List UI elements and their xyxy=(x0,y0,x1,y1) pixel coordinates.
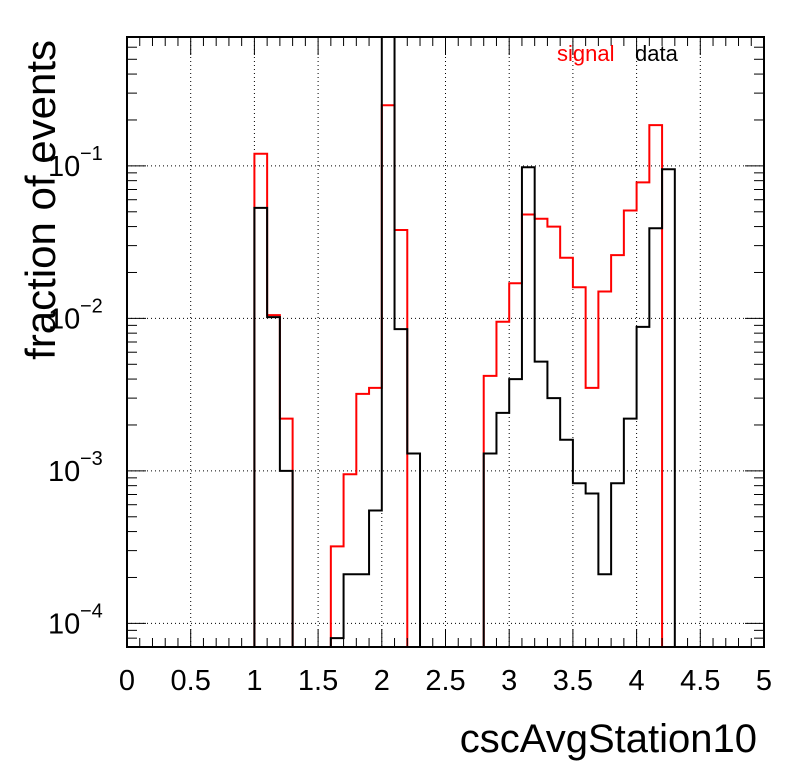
x-tick-label: 2 xyxy=(374,665,390,697)
y-tick-label-exponent: −4 xyxy=(80,600,103,622)
legend-entry-signal: signal xyxy=(557,41,614,66)
x-tick-labels: 0 0.5 1 1.5 2 2.5 3 3.5 4 4.5 5 xyxy=(119,665,772,697)
x-tick-label: 2.5 xyxy=(425,665,465,697)
y-tick-label: 10 −3 xyxy=(48,448,103,488)
x-tick-label: 0.5 xyxy=(171,665,211,697)
y-tick-label-base: 10 xyxy=(48,456,80,488)
x-tick-label: 4.5 xyxy=(680,665,720,697)
y-tick-label-base: 10 xyxy=(48,303,80,335)
x-tick-label: 3.5 xyxy=(553,665,593,697)
x-tick-label: 0 xyxy=(119,665,135,697)
y-axis-title: fraction of events xyxy=(17,40,64,360)
y-tick-label-exponent: −3 xyxy=(80,448,103,470)
x-tick-label: 3 xyxy=(501,665,517,697)
y-tick-labels: 10−410−310−210−1 xyxy=(48,143,103,640)
legend: signal data xyxy=(557,41,679,66)
x-tick-label: 5 xyxy=(756,665,772,697)
y-tick-label: 10 −4 xyxy=(48,600,103,640)
x-axis-title: cscAvgStation10 xyxy=(460,717,757,761)
x-tick-label: 1 xyxy=(246,665,262,697)
legend-entry-data: data xyxy=(635,41,679,66)
y-tick-label-exponent: −2 xyxy=(80,295,103,317)
axis-ticks xyxy=(126,37,765,648)
y-tick-label-base: 10 xyxy=(48,151,80,183)
x-tick-label: 4 xyxy=(629,665,645,697)
y-tick-label-exponent: −1 xyxy=(80,143,103,165)
y-tick-label: 10 −1 xyxy=(48,143,103,183)
y-tick-label: 10 −2 xyxy=(48,295,103,335)
y-tick-label-base: 10 xyxy=(48,608,80,640)
x-tick-label: 1.5 xyxy=(298,665,338,697)
